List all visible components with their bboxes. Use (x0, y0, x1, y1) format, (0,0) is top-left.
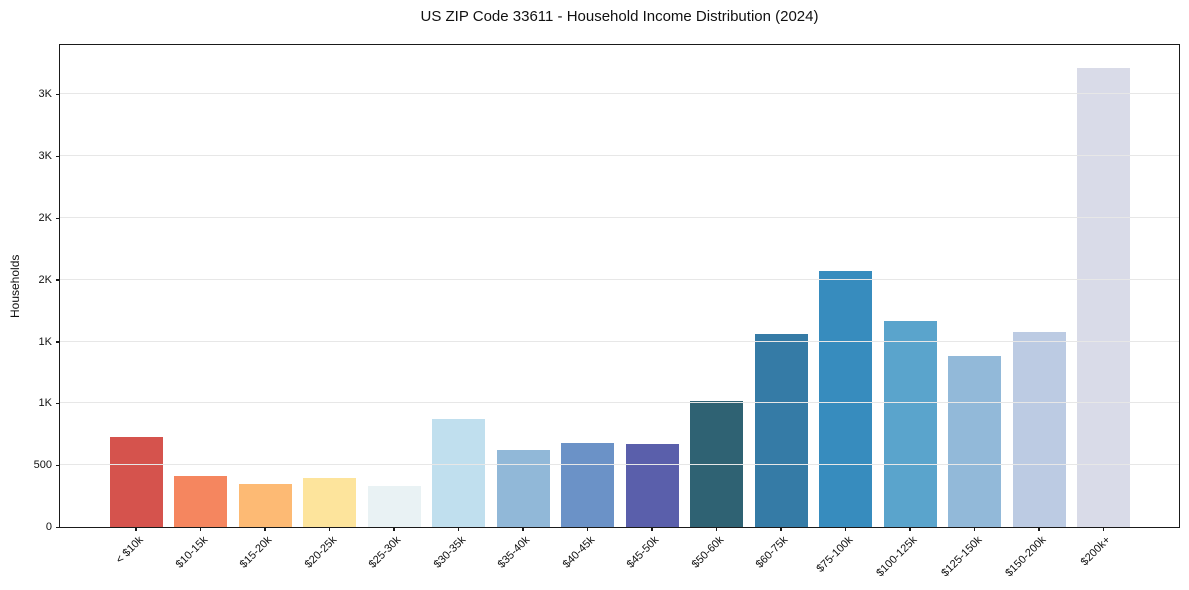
x-tick-4 (393, 527, 395, 531)
y-axis-title: Households (8, 254, 22, 318)
y-tick-2500 (56, 217, 60, 220)
x-tick-label-1: $10-15k (173, 534, 210, 571)
bar-8 (625, 444, 679, 527)
x-tick-8 (651, 527, 653, 531)
x-tick-label-13: $125-150k (938, 534, 984, 580)
bar-10 (754, 334, 808, 527)
y-tick-2000 (56, 279, 60, 281)
bar-2 (238, 484, 292, 527)
x-tick-10 (780, 527, 782, 531)
x-tick-label-10: $60-75k (753, 534, 791, 571)
y-tick-label-2500: 2K (38, 212, 52, 225)
y-tick-3000 (56, 155, 60, 158)
bar-11 (819, 271, 872, 527)
x-tick-label-7: $40-45k (560, 534, 597, 571)
y-tick-500 (56, 464, 60, 467)
bar-9 (690, 400, 743, 527)
bar-5 (432, 419, 485, 527)
x-tick-9 (715, 527, 718, 531)
chart-title: US ZIP Code 33611 - Household Income Dis… (420, 8, 819, 25)
y-tick-1000 (56, 403, 60, 405)
x-tick-5 (457, 527, 460, 531)
y-tick-3500 (56, 94, 60, 96)
bar-0 (109, 436, 163, 527)
bar-7 (561, 442, 614, 527)
x-tick-6 (522, 527, 524, 531)
gridline-500 (60, 464, 1179, 466)
gridline-1500 (60, 340, 1179, 342)
bar-13 (948, 355, 1001, 527)
gridline-3500 (60, 93, 1179, 95)
gridline-3000 (60, 155, 1179, 157)
bar-14 (1012, 331, 1066, 527)
x-tick-label-2: $15-20k (237, 534, 275, 571)
bar-3 (303, 478, 356, 527)
y-tick-0 (56, 526, 60, 528)
gridline-2000 (60, 278, 1179, 280)
bar-12 (883, 321, 937, 527)
y-tick-1500 (56, 341, 60, 343)
x-tick-1 (199, 527, 202, 531)
x-tick-label-6: $35-40k (495, 534, 533, 571)
x-tick-label-0: < $10k (113, 534, 146, 567)
bar-15 (1077, 68, 1130, 527)
x-tick-7 (586, 527, 589, 531)
gridline-1000 (60, 402, 1179, 404)
y-tick-label-2000: 2K (38, 273, 52, 286)
x-tick-15 (1102, 527, 1105, 531)
x-tick-13 (973, 527, 976, 531)
y-tick-label-0: 0 (45, 521, 52, 533)
x-tick-3 (328, 527, 331, 531)
x-tick-label-15: $200k+ (1078, 534, 1113, 569)
x-tick-label-4: $25-30k (366, 534, 404, 571)
x-tick-0 (135, 527, 137, 531)
y-tick-label-3500: 3K (38, 88, 52, 101)
x-tick-label-12: $100-125k (874, 534, 920, 580)
y-tick-label-3000: 3K (38, 150, 52, 163)
bar-6 (496, 449, 550, 527)
x-tick-12 (909, 527, 911, 531)
y-tick-label-1500: 1K (38, 335, 52, 348)
x-tick-11 (844, 527, 847, 531)
y-tick-label-500: 500 (33, 459, 52, 472)
x-tick-14 (1038, 527, 1040, 531)
plot-area: < $10k $10-15k $15-20k $20-25k $25-30k $30-35… (34, 44, 1180, 579)
gridline-2500 (60, 217, 1179, 219)
bar-4 (367, 486, 421, 527)
x-tick-2 (264, 527, 266, 531)
bar-1 (174, 476, 227, 527)
x-tick-label-8: $45-50k (624, 534, 662, 571)
y-tick-label-1000: 1K (38, 397, 52, 410)
x-tick-label-3: $20-25k (302, 534, 339, 571)
x-tick-label-5: $30-35k (431, 534, 468, 571)
x-tick-label-9: $50-60k (689, 534, 726, 571)
x-tick-label-11: $75-100k (814, 534, 855, 575)
x-tick-label-14: $150-200k (1003, 534, 1049, 580)
